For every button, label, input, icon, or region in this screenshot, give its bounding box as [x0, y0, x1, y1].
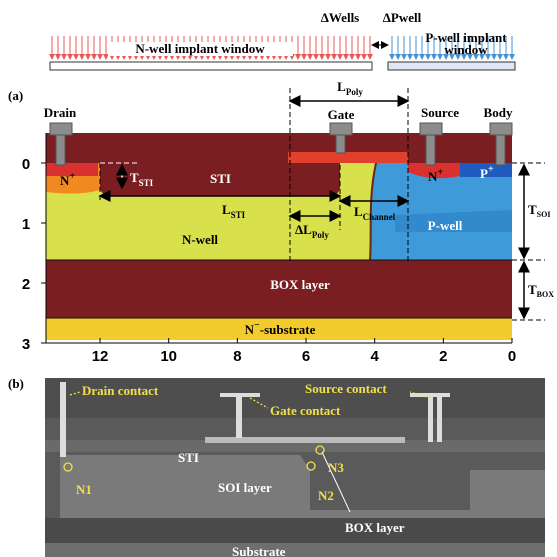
n-well: N-well — [182, 232, 218, 247]
terminal: Body — [484, 105, 513, 120]
substrate-label: Substrate — [232, 544, 286, 557]
sem-gate — [205, 437, 405, 443]
x-tick-label: 4 — [371, 348, 380, 365]
main: P — [480, 166, 488, 181]
sti-label: STI — [178, 450, 199, 465]
source-contact: Source contact — [305, 381, 387, 396]
x-tick-label: 12 — [92, 348, 109, 365]
panel-label: (b) — [8, 376, 24, 391]
main: L — [354, 204, 363, 219]
panel-label: (a) — [8, 88, 23, 103]
delta-wells: ΔWells — [321, 10, 360, 25]
n-window-bar — [50, 62, 372, 70]
sup: + — [437, 167, 443, 178]
x-tick-label: 0 — [508, 348, 516, 365]
rest: -substrate — [260, 322, 316, 337]
y-tick-label: 1 — [22, 216, 30, 233]
t-box: TBOX — [528, 282, 554, 299]
x-tick-label: 10 — [160, 348, 177, 365]
sub: Channel — [363, 212, 396, 222]
x-tick-label: 6 — [302, 348, 310, 365]
sub: Poly — [312, 230, 329, 240]
gate-poly — [288, 152, 408, 163]
n2: N2 — [318, 488, 334, 503]
sub: SOI — [537, 210, 551, 219]
n1: N1 — [76, 482, 92, 497]
gate-contact: Gate contact — [270, 403, 341, 418]
soi-label: SOI layer — [218, 480, 272, 495]
box-label: BOX layer — [270, 277, 330, 292]
n3: N3 — [328, 460, 344, 475]
main: T — [528, 282, 537, 297]
sup: + — [488, 164, 494, 175]
p-window-bar — [388, 62, 515, 70]
figure: N-well implant window ΔWells ΔPwell P-we… — [0, 0, 557, 557]
sem-box — [45, 518, 545, 543]
x-tick-label: 2 — [439, 348, 447, 365]
box-label: BOX layer — [345, 520, 405, 535]
sub: STI — [231, 210, 246, 220]
sub: Poly — [346, 87, 363, 97]
main: L — [337, 79, 346, 94]
terminal: Drain — [44, 105, 77, 120]
n-window-label: N-well implant window — [135, 41, 265, 56]
main: ΔL — [295, 222, 312, 237]
terminal: Source — [421, 105, 459, 120]
t-soi: TSOI — [528, 202, 550, 219]
main: T — [528, 202, 537, 217]
l-poly: LPoly — [337, 79, 363, 97]
sem-substrate — [45, 543, 545, 557]
sup: + — [69, 171, 75, 182]
p-well: P-well — [428, 218, 463, 233]
p-window-label: window — [444, 42, 488, 57]
sub: BOX — [537, 290, 555, 299]
y-tick-label: 0 — [22, 156, 30, 173]
sti: STI — [210, 171, 231, 186]
y-tick-label: 3 — [22, 336, 30, 353]
delta-pwell: ΔPwell — [383, 10, 422, 25]
main: L — [222, 202, 231, 217]
drain-contact: Drain contact — [82, 383, 159, 398]
main: T — [130, 170, 139, 185]
sub: STI — [139, 178, 154, 188]
x-tick-label: 8 — [233, 348, 241, 365]
terminal: Gate — [328, 107, 355, 122]
y-tick-label: 2 — [22, 276, 30, 293]
